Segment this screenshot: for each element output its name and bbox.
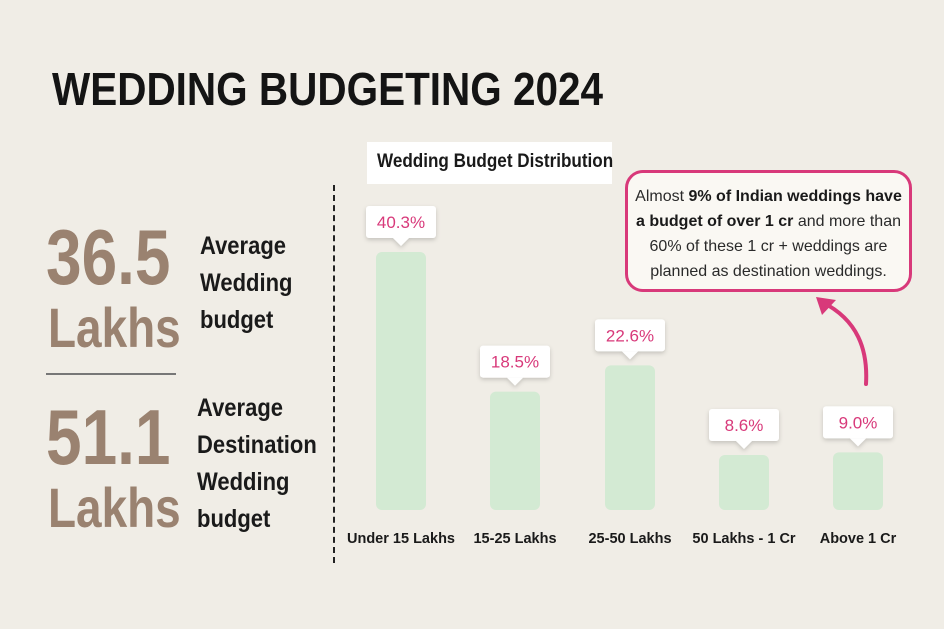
value-label-pointer <box>850 438 866 447</box>
stat-label-line: Average <box>197 394 284 422</box>
bar-3 <box>605 365 655 510</box>
category-label: 15-25 Lakhs <box>473 531 556 547</box>
callout-text-part: Almost <box>635 188 689 205</box>
bar-4 <box>719 454 769 510</box>
value-label-pointer <box>507 377 523 386</box>
callout-text-line: planned as destination weddings. <box>650 263 887 280</box>
page-title: WEDDING BUDGETING 2024 <box>52 63 604 115</box>
stat-unit: Lakhs <box>48 476 181 539</box>
category-label: Under 15 Lakhs <box>347 531 455 547</box>
callout-text: Almost 9% of Indian weddings have a budg… <box>628 184 909 284</box>
stat-label-line: Destination <box>197 431 317 459</box>
callout-text-part: and more than <box>793 213 901 230</box>
category-label: Above 1 Cr <box>820 531 897 547</box>
chart-title: Wedding Budget Distribution <box>377 151 614 172</box>
bar-1 <box>376 252 426 510</box>
value-label: 18.5% <box>491 353 539 372</box>
callout-arrow <box>816 297 869 386</box>
stat-number: 51.1 <box>46 393 171 481</box>
stat-label-line: Average <box>200 232 287 260</box>
stat-divider <box>46 373 176 375</box>
stat-number: 36.5 <box>46 213 171 301</box>
value-label-pointer <box>736 440 752 449</box>
value-label-bubble <box>480 345 550 386</box>
value-label-box <box>480 345 550 378</box>
category-label: 25-50 Lakhs <box>588 531 671 547</box>
stat-label: Average Destination Wedding budget <box>197 390 317 538</box>
stat-unit: Lakhs <box>48 296 181 359</box>
value-label-box <box>709 408 779 441</box>
stat-label: Average Wedding budget <box>200 228 292 339</box>
category-label: 50 Lakhs - 1 Cr <box>692 531 796 547</box>
value-label-box <box>823 406 893 439</box>
callout-text-bold: a budget of over 1 cr <box>636 213 794 230</box>
callout-text-line: 60% of these 1 cr + weddings are <box>649 238 888 255</box>
value-label-bubble <box>366 206 436 246</box>
value-label: 22.6% <box>606 326 654 345</box>
bar-5 <box>833 452 883 510</box>
value-label: 8.6% <box>725 416 764 435</box>
chart-title-box: Wedding Budget Distribution <box>367 142 614 184</box>
value-label: 40.3% <box>377 213 425 232</box>
value-label-pointer <box>622 351 638 360</box>
stat-label-line: budget <box>200 306 274 334</box>
value-label-bubble <box>709 408 779 449</box>
value-label-pointer <box>393 238 409 246</box>
stat-label-line: Wedding <box>200 269 293 297</box>
bar-2 <box>490 391 540 510</box>
section-divider <box>333 185 335 563</box>
value-label-box <box>595 319 665 352</box>
stat-label-line: budget <box>197 505 271 533</box>
stat-label-line: Wedding <box>197 468 290 496</box>
insight-callout: Almost 9% of Indian weddings have a budg… <box>625 170 912 292</box>
callout-text-bold: 9% of Indian weddings have <box>688 188 902 205</box>
value-label-bubble <box>595 319 665 360</box>
value-label-bubble <box>823 406 893 447</box>
value-label: 9.0% <box>839 413 878 432</box>
value-label-box <box>366 206 436 238</box>
